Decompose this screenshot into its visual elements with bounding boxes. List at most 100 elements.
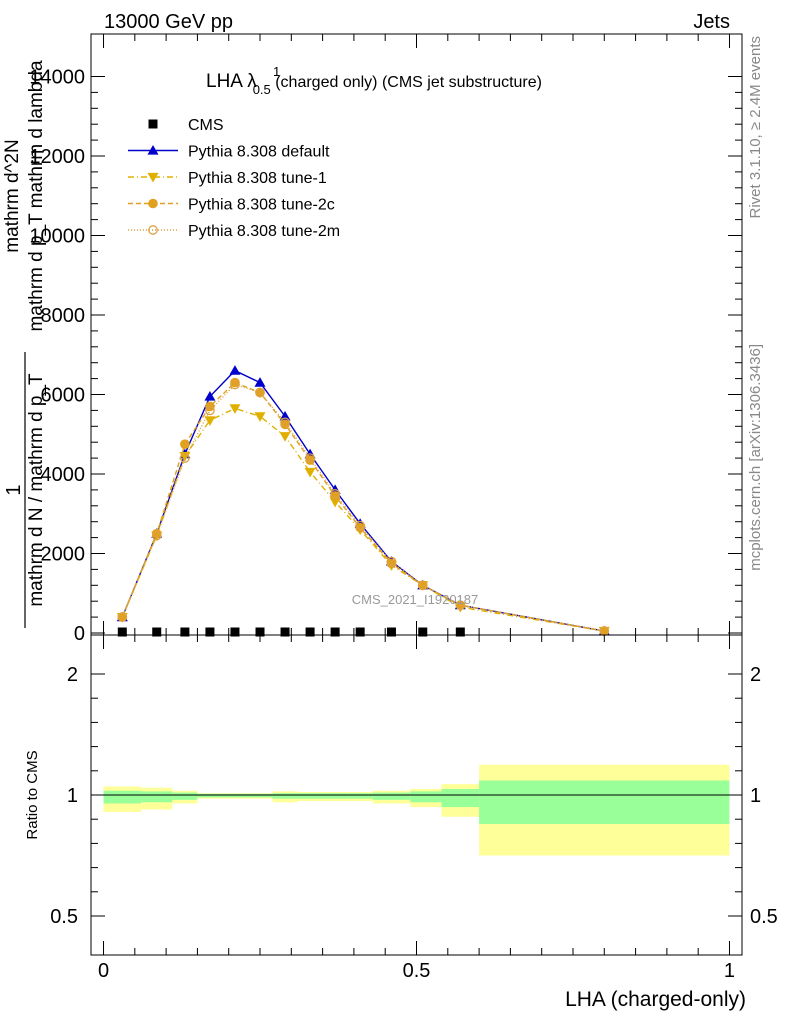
- main-y-tick-label: 8000: [41, 305, 86, 327]
- data-point: [455, 627, 465, 637]
- data-point: [386, 558, 397, 569]
- legend-marker: [147, 145, 159, 155]
- data-point: [329, 497, 341, 508]
- ratio-x-tick-label: 0: [98, 960, 109, 982]
- ratio-x-ticks: 0 0.5 1: [98, 635, 735, 982]
- data-point: [280, 627, 290, 637]
- data-point: [204, 416, 216, 426]
- x-axis-label: LHA (charged-only): [565, 988, 746, 1011]
- data-point: [330, 627, 340, 637]
- legend-label: Pythia 8.308 tune-1: [188, 170, 327, 187]
- ratio-inner-band: [172, 792, 198, 800]
- ratio-inner-band: [479, 780, 730, 825]
- data-point: [205, 405, 215, 416]
- data-point: [305, 627, 315, 637]
- energy-label: 13000 GeV pp: [104, 11, 233, 33]
- ratio-inner-band: [347, 793, 373, 799]
- ylabel-lead: 1: [3, 484, 25, 495]
- data-point: [455, 600, 466, 611]
- legend-marker: [148, 198, 158, 209]
- data-point: [418, 627, 428, 637]
- data-point: [229, 365, 241, 375]
- ratio-bands: [103, 764, 730, 856]
- data-point: [204, 390, 216, 401]
- data-point: [180, 439, 190, 449]
- main-y-axis-label: 1 mathrm d N / mathrm d p_T mathrm d^2N …: [2, 60, 47, 628]
- ylabel-denominator-1: mathrm d N / mathrm d p_T: [26, 373, 47, 607]
- ratio-inner-band: [197, 793, 223, 798]
- data-point: [255, 387, 265, 398]
- ratio-y-tick-label-right: 1: [750, 785, 761, 807]
- ratio-inner-band: [247, 793, 273, 798]
- legend-label: CMS: [188, 117, 224, 134]
- ratio-inner-band: [372, 792, 411, 800]
- data-point: [280, 417, 290, 428]
- main-y-tick-label: 2000: [41, 544, 86, 566]
- data-point: [330, 491, 340, 501]
- main-y-tick-label: 12000: [29, 146, 85, 168]
- series-0: [117, 627, 465, 637]
- data-point: [255, 627, 265, 637]
- watermark: CMS_2021_I1920187: [352, 592, 479, 607]
- ratio-inner-band: [141, 791, 173, 803]
- ylabel-denominator-2: mathrm d p_T mathrm d lambda: [26, 60, 47, 331]
- chart-title: LHA λ0.5 (charged only) (CMS jet substru…: [206, 71, 542, 97]
- ratio-panel: 0.5 0.5 1 1 2 2 0 0.5 1 Ratio to CMS LHA (charg…: [24, 634, 778, 1011]
- legend-marker: [148, 119, 158, 129]
- ratio-x-tick-label: 0.5: [403, 960, 431, 982]
- ratio-inner-band: [103, 790, 142, 804]
- legend-marker: [147, 172, 159, 183]
- ylabel-numerator: mathrm d^2N: [2, 139, 23, 252]
- data-point: [279, 410, 291, 421]
- data-point: [254, 377, 266, 387]
- data-point: [230, 377, 240, 388]
- main-y-ticks: 0 2000 4000 6000 8000 10000 12000 14000: [29, 67, 742, 645]
- data-point: [117, 627, 127, 637]
- data-point: [230, 627, 240, 637]
- chart-title-sub: 0.5: [253, 82, 271, 97]
- legend-label: Pythia 8.308 tune-2c: [188, 197, 335, 214]
- legend-marker: [148, 225, 158, 235]
- chart-title-suffix: (charged only) (CMS jet substructure): [271, 74, 542, 91]
- data-point: [205, 627, 215, 637]
- main-y-tick-label: 14000: [29, 67, 85, 89]
- rivet-label: Rivet 3.1.10, ≥ 2.4M events: [747, 36, 764, 219]
- data-point: [151, 530, 162, 541]
- data-point: [117, 612, 128, 622]
- ratio-inner-band: [222, 793, 248, 798]
- data-point: [305, 455, 315, 465]
- data-point: [330, 489, 340, 499]
- main-y-tick-label: 0: [74, 623, 85, 645]
- ratio-y-axis-label: Ratio to CMS: [24, 750, 41, 839]
- data-point: [152, 627, 162, 637]
- ratio-y-tick-label-right: 0.5: [750, 906, 778, 928]
- ratio-y-tick-label-right: 2: [750, 664, 761, 686]
- data-point: [355, 520, 366, 531]
- main-y-tick-label: 6000: [41, 385, 86, 407]
- data-point: [417, 580, 428, 591]
- ratio-y-tick-label: 0.5: [50, 906, 78, 928]
- data-point: [180, 453, 190, 463]
- ratio-inner-band: [322, 793, 348, 799]
- legend-label: Pythia 8.308 default: [188, 144, 330, 161]
- main-series: [116, 365, 610, 637]
- data-point: [229, 404, 241, 414]
- data-point: [180, 627, 190, 637]
- data-point: [455, 600, 466, 610]
- ratio-inner-band: [441, 788, 480, 808]
- ratio-y-tick-label: 1: [67, 785, 78, 807]
- data-point: [279, 432, 291, 442]
- main-panel: 0 2000 4000 6000 8000 10000 12000 14000 LHA λ0.…: [2, 33, 743, 645]
- data-point: [255, 387, 265, 398]
- data-point: [230, 379, 240, 390]
- main-y-tick-label: 4000: [41, 464, 86, 486]
- ratio-inner-band: [297, 793, 323, 799]
- main-y-tick-label: 10000: [29, 226, 85, 248]
- legend: CMS Pythia 8.308 default Pythia 8.308 tune…: [128, 117, 340, 240]
- ratio-y-ticks: 0.5 0.5 1 1 2 2: [50, 664, 778, 928]
- data-point: [305, 453, 315, 463]
- data-point: [254, 412, 266, 422]
- ratio-y-tick-label: 2: [67, 664, 78, 686]
- series-line: [121, 383, 605, 632]
